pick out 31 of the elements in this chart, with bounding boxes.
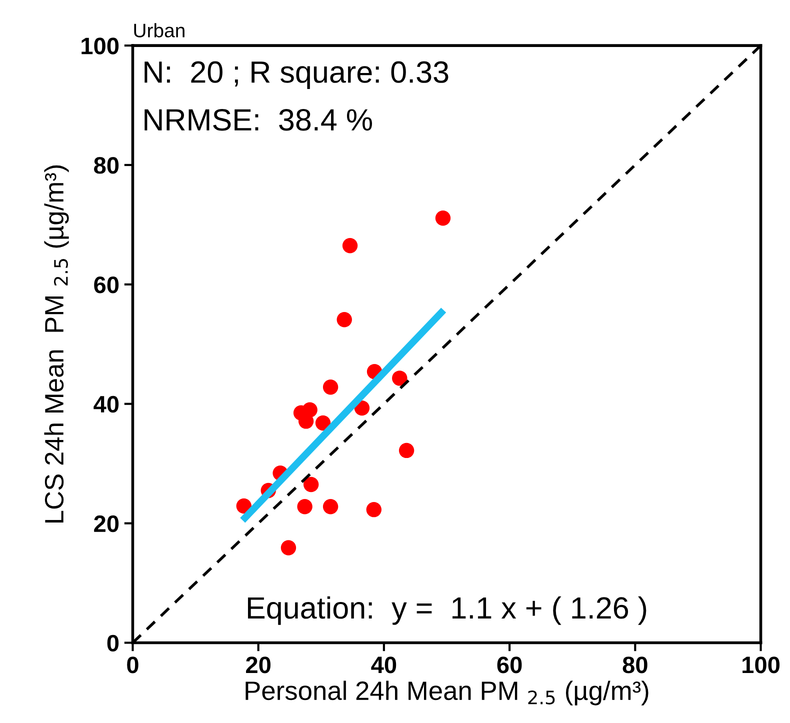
x-tick-label: 0 xyxy=(127,656,138,674)
y-tick-label: 100 xyxy=(82,38,119,54)
point xyxy=(303,476,319,492)
point xyxy=(315,415,331,431)
annotation: Equation: y = 1.1 x + ( 1.26 ) xyxy=(248,596,646,625)
point xyxy=(366,502,382,518)
point xyxy=(322,498,338,514)
x-tick-label: 60 xyxy=(497,656,522,674)
point xyxy=(435,210,451,226)
y-tick-label: 80 xyxy=(94,157,119,174)
x-axis-title: Personal 24h Mean PM $_{2.5}$ (µg/m³) xyxy=(246,680,648,706)
y-axis-title: LCS 24h Mean PM $_{2.5}$ (µg/m³) xyxy=(44,165,69,522)
y-tick-label: 40 xyxy=(94,396,119,413)
point xyxy=(398,442,414,458)
chart-title: Urban xyxy=(134,23,184,38)
x-tick-label: 40 xyxy=(371,656,396,674)
point xyxy=(342,238,358,254)
annotation: NRMSE: 38.4 % xyxy=(144,109,372,131)
y-tick-label: 20 xyxy=(94,515,119,532)
x-tick-label: 80 xyxy=(622,656,648,674)
y-tick-label: 0 xyxy=(107,634,119,652)
point xyxy=(236,498,252,514)
point xyxy=(280,540,296,556)
point xyxy=(336,312,352,328)
x-tick-label: 100 xyxy=(742,656,780,674)
point xyxy=(297,498,312,514)
point xyxy=(392,370,408,386)
annotation: N: 20 ; R square: 0.33 xyxy=(144,61,448,89)
point xyxy=(322,380,338,395)
y-tick-label: 60 xyxy=(94,276,119,294)
x-tick-label: 20 xyxy=(246,656,270,674)
